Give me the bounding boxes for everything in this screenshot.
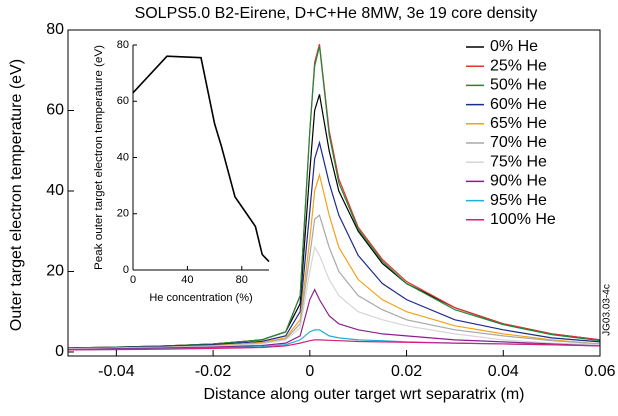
x-tick-label: 0.06 bbox=[584, 363, 615, 380]
y-tick-label: 20 bbox=[117, 208, 129, 220]
series-line bbox=[67, 339, 601, 351]
x-tick-label: -0.04 bbox=[98, 363, 135, 380]
series-line bbox=[67, 140, 601, 349]
series-line bbox=[67, 245, 601, 350]
inset-x-label: He concentration (%) bbox=[149, 292, 252, 304]
x-tick-label: 80 bbox=[236, 274, 248, 286]
x-tick-label: 0 bbox=[130, 274, 136, 286]
y-tick-label: 0 bbox=[123, 264, 129, 276]
y-tick-label: 20 bbox=[46, 263, 64, 280]
legend-label: 25% He bbox=[490, 57, 547, 74]
legend-label: 95% He bbox=[490, 192, 547, 209]
x-axis-label: Distance along outer target wrt separatr… bbox=[203, 386, 524, 403]
inset-background bbox=[80, 36, 280, 316]
legend-label: 100% He bbox=[490, 211, 556, 228]
x-tick-label: -0.02 bbox=[195, 363, 232, 380]
main-plot: -0.04 -0.02 0 0.02 0.04 0.06 0 20 40 60 80 0% He 25%… bbox=[46, 21, 615, 380]
inset-y-label: Peak outer target electron temperature (… bbox=[93, 45, 105, 270]
legend-label: 75% He bbox=[490, 153, 547, 170]
plot-frame bbox=[67, 29, 601, 357]
y-tick-label: 60 bbox=[46, 102, 64, 119]
y-tick-label: 40 bbox=[46, 182, 64, 199]
series-line bbox=[67, 288, 601, 351]
annotation: JG03.03-4c bbox=[602, 284, 613, 336]
y-tick-label: 0 bbox=[55, 343, 64, 360]
chart-title: SOLPS5.0 B2-Eirene, D+C+He 8MW, 3e 19 co… bbox=[135, 5, 538, 22]
x-tick-label: 0.02 bbox=[391, 363, 422, 380]
series-line bbox=[67, 45, 601, 349]
x-tick-label: 0.04 bbox=[488, 363, 519, 380]
inset-plot: 0 40 80 0 20 40 60 80 He concentration (%) Peak o… bbox=[80, 36, 280, 316]
y-axis-label: Outer target electron temperature (eV) bbox=[8, 59, 25, 331]
x-tick-label: 0 bbox=[305, 363, 314, 380]
legend-label: 90% He bbox=[490, 173, 547, 190]
legend-label: 60% He bbox=[490, 96, 547, 113]
y-tick-label: 40 bbox=[117, 151, 129, 163]
legend-label: 0% He bbox=[490, 38, 538, 55]
legend-label: 50% He bbox=[490, 77, 547, 94]
y-tick-label: 60 bbox=[117, 95, 129, 107]
x-tick-label: 40 bbox=[181, 274, 193, 286]
series-line bbox=[132, 55, 270, 263]
y-tick-label: 80 bbox=[117, 39, 129, 51]
y-tick-label: 80 bbox=[46, 21, 64, 38]
legend-label: 70% He bbox=[490, 134, 547, 151]
legend-label: 65% He bbox=[490, 115, 547, 132]
